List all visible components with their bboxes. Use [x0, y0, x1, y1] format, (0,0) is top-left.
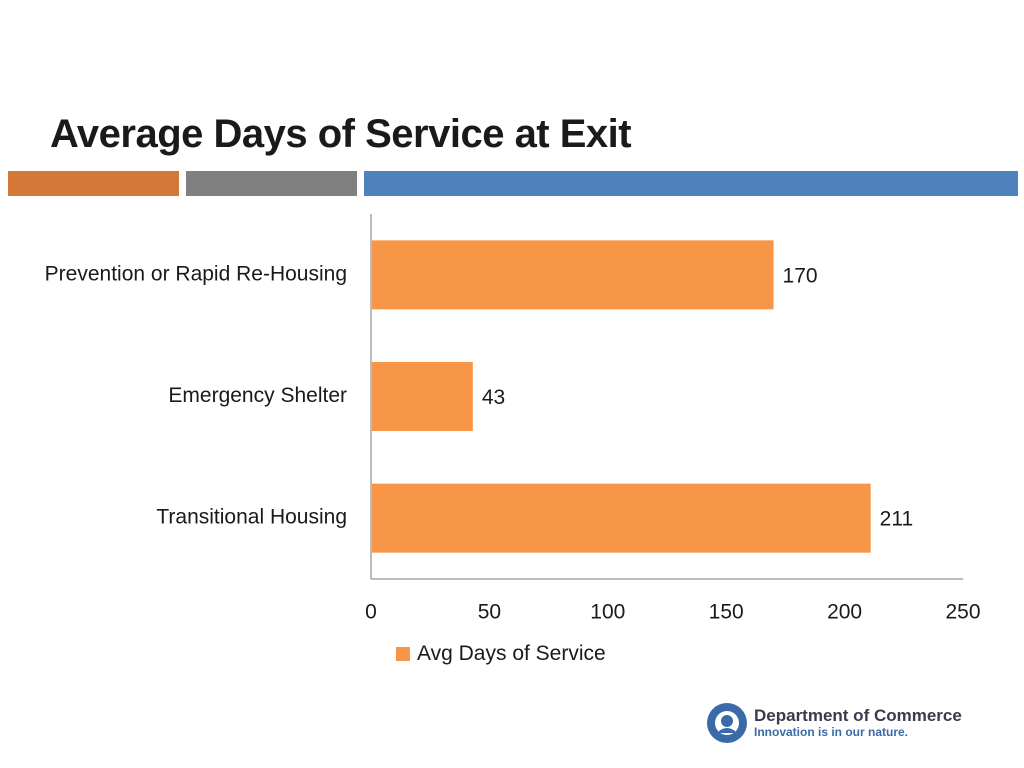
washington-seal-icon — [707, 703, 747, 743]
accent-bar-orange — [8, 171, 179, 196]
bar — [372, 240, 774, 310]
x-tick-label: 0 — [365, 601, 377, 624]
bar — [372, 362, 473, 431]
logo-tagline: Innovation is in our nature. — [754, 724, 909, 739]
bar-chart: Prevention or Rapid Re-Housing 170 Emergen… — [45, 214, 981, 624]
data-label: 43 — [482, 386, 505, 409]
chart-legend: Avg Days of Service — [396, 642, 606, 666]
logo-org-name: Department of Commerce — [754, 706, 962, 726]
data-label: 211 — [880, 508, 913, 531]
x-tick-label: 250 — [945, 601, 980, 624]
accent-bar-blue — [364, 171, 1018, 196]
category-label: Emergency Shelter — [168, 384, 347, 407]
bar — [372, 483, 871, 553]
accent-bar-gray — [186, 171, 357, 196]
x-tick-label: 50 — [478, 601, 501, 624]
category-label: Prevention or Rapid Re-Housing — [45, 262, 347, 285]
data-label: 170 — [783, 264, 818, 287]
x-tick-label: 100 — [590, 601, 625, 624]
x-tick-label: 200 — [827, 601, 862, 624]
x-tick-label: 150 — [709, 601, 744, 624]
legend-label: Avg Days of Service — [417, 642, 606, 665]
category-label: Transitional Housing — [156, 506, 347, 529]
page-title: Average Days of Service at Exit — [50, 112, 632, 156]
legend-swatch — [396, 647, 410, 661]
commerce-logo: Department of Commerce Innovation is in … — [706, 702, 962, 744]
